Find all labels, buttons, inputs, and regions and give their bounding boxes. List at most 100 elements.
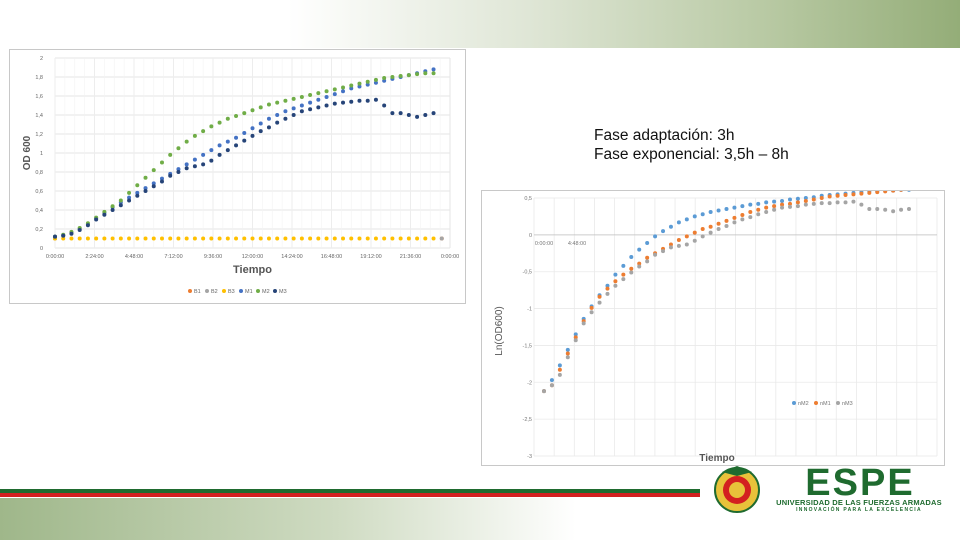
data-point-B3 — [382, 236, 387, 241]
data-point-nM1 — [883, 191, 888, 194]
data-point-nM3 — [811, 201, 816, 206]
data-point-nM3 — [629, 270, 634, 275]
data-point-nM3 — [780, 205, 785, 210]
data-point-nM3 — [772, 207, 777, 212]
data-point-nM2 — [716, 208, 721, 213]
data-point-nM2 — [605, 283, 610, 288]
data-point-B3 — [127, 236, 132, 241]
data-point-B3 — [415, 236, 420, 241]
data-point-M2 — [283, 98, 288, 103]
data-point-nM2 — [700, 212, 705, 217]
x-tick-label: 4:48:00 — [125, 254, 143, 260]
data-point-B2 — [439, 236, 444, 241]
data-point-nM3 — [859, 202, 864, 207]
data-point-M1 — [209, 148, 214, 153]
data-point-M3 — [127, 198, 132, 203]
data-point-M2 — [209, 124, 214, 129]
data-point-M1 — [127, 195, 132, 200]
legend-label-M3: M3 — [279, 289, 287, 295]
data-point-nM2 — [780, 198, 785, 203]
data-point-nM1 — [867, 191, 872, 195]
data-point-nM2 — [756, 201, 761, 206]
data-point-M2 — [234, 113, 239, 118]
logo-tagline: INNOVACIÓN PARA LA EXCELENCIA — [796, 507, 922, 513]
y-tick-label: 0 — [529, 233, 532, 239]
data-point-B3 — [143, 236, 148, 241]
data-point-nM3 — [843, 200, 848, 205]
data-point-nM1 — [668, 242, 673, 247]
data-point-M3 — [373, 97, 378, 102]
legend-marker-M1 — [239, 289, 243, 293]
data-point-nM3 — [803, 202, 808, 207]
x-tick-label: 0:00:00 — [441, 254, 459, 260]
data-point-M3 — [299, 109, 304, 114]
data-point-M1 — [135, 190, 140, 195]
data-point-B3 — [324, 236, 329, 241]
x-axis-label: Tiempo — [699, 453, 734, 464]
y-tick-label: -3 — [527, 454, 532, 460]
data-point-M3 — [168, 173, 173, 178]
data-point-nM2 — [692, 214, 697, 219]
y-tick-label: 1,2 — [35, 132, 43, 138]
x-tick-label: 4:48:00 — [568, 241, 586, 247]
data-point-M1 — [250, 126, 255, 131]
data-point-M1 — [159, 176, 164, 181]
data-point-B3 — [217, 236, 222, 241]
data-point-nM3 — [653, 252, 658, 257]
data-point-M3 — [102, 212, 107, 217]
data-point-nM2 — [645, 240, 650, 245]
data-point-nM1 — [811, 197, 816, 202]
legend-label-nM3: nM3 — [842, 401, 853, 407]
data-point-B3 — [151, 236, 156, 241]
data-point-nM3 — [549, 383, 554, 388]
data-point-nM3 — [787, 204, 792, 209]
data-point-M2 — [217, 120, 222, 125]
legend-label-B3: B3 — [228, 289, 235, 295]
data-point-nM1 — [565, 351, 570, 356]
data-point-nM2 — [724, 207, 729, 212]
data-point-M3 — [143, 189, 148, 193]
data-point-M2 — [266, 102, 271, 107]
data-point-M3 — [283, 116, 288, 121]
data-point-nM2 — [565, 347, 570, 352]
data-point-M3 — [324, 103, 329, 108]
data-point-M2 — [192, 133, 197, 138]
data-point-nM3 — [851, 199, 856, 204]
x-tick-label: 0:00:00 — [46, 254, 64, 260]
legend-label-M2: M2 — [262, 289, 270, 295]
data-point-nM2 — [787, 197, 792, 202]
data-point-nM3 — [716, 226, 721, 231]
data-point-M1 — [341, 89, 346, 94]
data-point-M3 — [332, 101, 337, 106]
data-point-M2 — [398, 74, 403, 79]
data-point-B3 — [308, 236, 313, 241]
y-tick-label: -2 — [527, 380, 532, 386]
data-point-nM3 — [891, 209, 896, 214]
data-point-nM1 — [716, 221, 721, 226]
data-point-B3 — [258, 236, 263, 241]
data-point-nM3 — [732, 220, 737, 225]
data-point-M1 — [382, 78, 387, 83]
data-point-M2 — [118, 198, 123, 203]
data-point-nM3 — [875, 207, 880, 212]
data-point-M1 — [266, 116, 271, 121]
legend-marker-B1 — [188, 289, 192, 293]
data-point-nM3 — [827, 201, 832, 206]
data-point-M2 — [299, 94, 304, 99]
data-point-nM2 — [708, 210, 713, 215]
data-point-B3 — [85, 236, 90, 241]
data-point-nM3 — [589, 310, 594, 315]
data-point-M2 — [365, 79, 370, 84]
data-point-nM1 — [875, 191, 880, 195]
data-point-M1 — [299, 103, 304, 108]
data-point-nM1 — [597, 294, 602, 299]
data-point-M2 — [110, 204, 115, 209]
data-point-M2 — [357, 81, 362, 86]
data-point-nM1 — [819, 196, 824, 200]
y-tick-label: -0,5 — [523, 270, 532, 276]
data-point-nM2 — [748, 202, 753, 207]
data-point-nM1 — [589, 305, 594, 310]
legend-label-B2: B2 — [211, 289, 218, 295]
data-point-M2 — [291, 96, 296, 101]
data-point-B3 — [102, 236, 107, 241]
